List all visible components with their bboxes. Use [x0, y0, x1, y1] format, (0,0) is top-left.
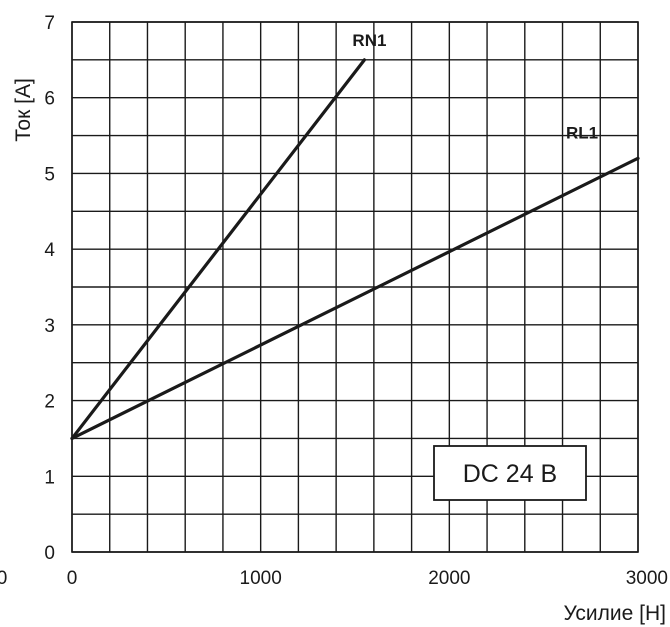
y-tick-label: 5 [44, 164, 55, 185]
x-axis-label: Усилие [Н] [564, 602, 667, 625]
y-axis-ticks: 0 1 2 3 4 5 6 7 [44, 13, 55, 564]
x-tick-label-stray: 0 [0, 568, 7, 589]
series-group: RN1 RL1 [70, 31, 640, 441]
x-tick-label: 3000 [626, 568, 668, 589]
series-line-rl1 [70, 156, 640, 441]
annotation-text: DC 24 В [463, 460, 557, 488]
annotation-box-frame [433, 445, 587, 501]
x-tick-label: 1000 [240, 568, 282, 589]
y-tick-label: 3 [44, 316, 55, 337]
x-axis-ticks: 0 1000 2000 3000 [67, 568, 668, 589]
x-tick-label: 0 [67, 568, 78, 589]
y-tick-label: 7 [44, 13, 55, 34]
y-tick-label: 0 [44, 543, 55, 564]
y-axis-label: Ток [А] [12, 78, 35, 142]
y-tick-label: 2 [44, 392, 55, 413]
series-label-rn1: RN1 [352, 31, 386, 50]
series-line-rn1 [70, 58, 367, 441]
y-tick-label: 4 [44, 240, 55, 261]
y-tick-label: 6 [44, 89, 55, 110]
plot-frame [71, 21, 639, 553]
y-tick-label: 1 [44, 467, 55, 488]
annotation-box: DC 24 В [433, 445, 587, 501]
series-label-rl1: RL1 [566, 123, 598, 142]
x-tick-label: 2000 [428, 568, 470, 589]
